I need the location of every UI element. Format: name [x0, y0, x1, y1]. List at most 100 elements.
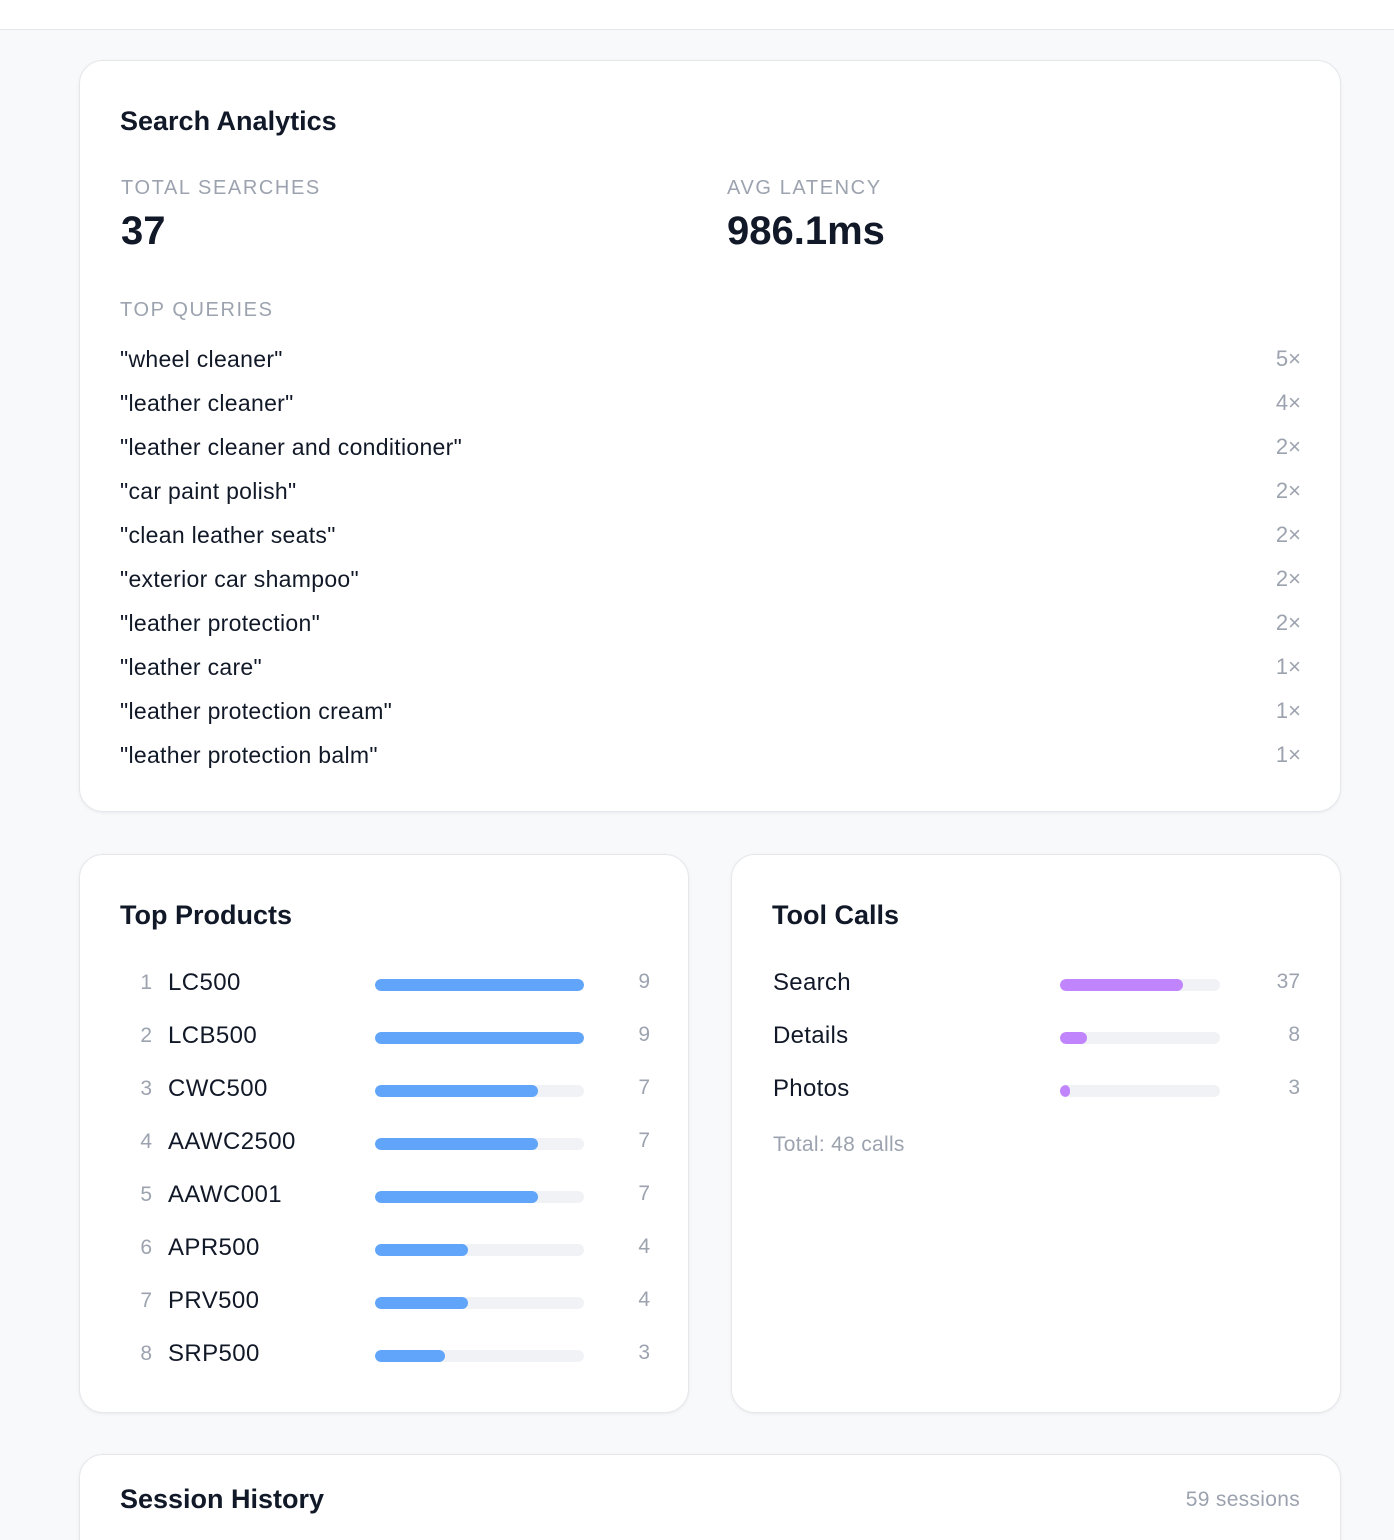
query-count: 2× [1275, 478, 1301, 503]
product-rank: 2 [140, 1024, 152, 1047]
product-rank: 1 [140, 971, 152, 994]
query-text: "leather protection balm" [120, 741, 378, 768]
product-rank: 8 [140, 1342, 152, 1365]
product-bar-track [375, 1350, 584, 1362]
query-row[interactable]: "leather care" 1× [120, 645, 1301, 689]
top-bar [0, 0, 1394, 30]
query-row[interactable]: "leather protection cream" 1× [120, 689, 1301, 733]
product-name: CWC500 [168, 1075, 268, 1102]
product-count: 9 [638, 970, 650, 993]
tool-row[interactable]: Details 8 [772, 1010, 1300, 1063]
product-count: 4 [638, 1235, 650, 1258]
product-row[interactable]: 8 SRP500 3 [120, 1328, 650, 1381]
product-bar-track [375, 1032, 584, 1044]
query-count: 1× [1275, 654, 1301, 679]
tool-calls-list: Search 37 Details 8 Photos 3 [772, 957, 1300, 1116]
product-count: 9 [638, 1023, 650, 1046]
tool-calls-total: Total: 48 calls [773, 1133, 905, 1156]
tool-bar-track [1060, 1085, 1220, 1097]
tool-row[interactable]: Search 37 [772, 957, 1300, 1010]
query-count: 4× [1275, 390, 1301, 415]
tool-bar-track [1060, 1032, 1220, 1044]
query-row[interactable]: "exterior car shampoo" 2× [120, 557, 1301, 601]
query-row[interactable]: "car paint polish" 2× [120, 469, 1301, 513]
tool-bar-track [1060, 979, 1220, 991]
session-count: 59 sessions [1185, 1488, 1300, 1511]
product-name: LC500 [168, 969, 241, 996]
query-row[interactable]: "leather protection" 2× [120, 601, 1301, 645]
product-row[interactable]: 3 CWC500 7 [120, 1063, 650, 1116]
top-queries-list: "wheel cleaner" 5× "leather cleaner" 4× "lea… [120, 337, 1301, 777]
product-count: 3 [638, 1341, 650, 1364]
tool-calls-card: Tool Calls Search 37 Details 8 Photos 3 Total… [731, 854, 1341, 1413]
tool-bar-fill [1060, 1032, 1087, 1044]
session-history-card: Session History 59 sessions [79, 1454, 1341, 1540]
tool-name: Details [773, 1022, 849, 1049]
product-name: AAWC2500 [168, 1128, 296, 1155]
product-name: LCB500 [168, 1022, 258, 1049]
tool-count: 3 [1288, 1076, 1300, 1099]
product-bar-fill [375, 1085, 538, 1097]
tool-bar-fill [1060, 979, 1184, 991]
product-rank: 3 [140, 1077, 152, 1100]
product-rank: 7 [140, 1289, 152, 1312]
query-text: "leather protection" [120, 609, 321, 636]
product-name: APR500 [168, 1234, 260, 1261]
product-row[interactable]: 6 APR500 4 [120, 1222, 650, 1275]
total-searches-label: TOTAL SEARCHES [121, 177, 321, 199]
tool-name: Search [773, 969, 851, 996]
query-count: 2× [1275, 522, 1301, 547]
top-products-list: 1 LC500 9 2 LCB500 9 3 CWC500 7 4 AAWC2500 7 5 AAWC00… [120, 957, 650, 1381]
product-rank: 6 [140, 1236, 152, 1259]
query-row[interactable]: "wheel cleaner" 5× [120, 337, 1301, 381]
product-bar-track [375, 1191, 584, 1203]
search-analytics-title: Search Analytics [120, 106, 337, 136]
product-bar-fill [375, 1297, 468, 1309]
tool-calls-title: Tool Calls [772, 900, 900, 930]
query-count: 2× [1275, 434, 1301, 459]
product-row[interactable]: 5 AAWC001 7 [120, 1169, 650, 1222]
product-row[interactable]: 1 LC500 9 [120, 957, 650, 1010]
query-row[interactable]: "leather protection balm" 1× [120, 733, 1301, 777]
query-text: "leather cleaner and conditioner" [120, 433, 463, 460]
top-queries-label: TOP QUERIES [120, 299, 274, 321]
product-row[interactable]: 7 PRV500 4 [120, 1275, 650, 1328]
product-row[interactable]: 2 LCB500 9 [120, 1010, 650, 1063]
product-bar-fill [375, 1244, 468, 1256]
product-rank: 4 [140, 1130, 152, 1153]
product-count: 7 [638, 1076, 650, 1099]
product-rank: 5 [140, 1183, 152, 1206]
product-bar-track [375, 1085, 584, 1097]
product-count: 4 [638, 1288, 650, 1311]
search-analytics-card: Search Analytics TOTAL SEARCHES 37 AVG L… [79, 60, 1341, 812]
query-count: 1× [1275, 742, 1301, 767]
tool-name: Photos [773, 1075, 850, 1102]
product-bar-fill [375, 1191, 538, 1203]
avg-latency-value: 986.1ms [727, 209, 885, 253]
tool-count: 8 [1288, 1023, 1300, 1046]
product-bar-fill [375, 1350, 445, 1362]
query-row[interactable]: "leather cleaner" 4× [120, 381, 1301, 425]
query-row[interactable]: "leather cleaner and conditioner" 2× [120, 425, 1301, 469]
query-row[interactable]: "clean leather seats" 2× [120, 513, 1301, 557]
query-count: 1× [1275, 698, 1301, 723]
tool-row[interactable]: Photos 3 [772, 1063, 1300, 1116]
product-bar-track [375, 1244, 584, 1256]
product-bar-fill [375, 1032, 584, 1044]
product-bar-fill [375, 979, 584, 991]
product-bar-track [375, 1297, 584, 1309]
product-name: PRV500 [168, 1287, 260, 1314]
query-text: "clean leather seats" [120, 521, 336, 548]
top-products-title: Top Products [120, 900, 292, 930]
product-name: SRP500 [168, 1340, 260, 1367]
product-bar-track [375, 1138, 584, 1150]
query-text: "leather cleaner" [120, 389, 294, 416]
query-text: "car paint polish" [120, 477, 297, 504]
query-count: 2× [1275, 566, 1301, 591]
top-products-card: Top Products 1 LC500 9 2 LCB500 9 3 CWC500 7 4 AAW… [79, 854, 689, 1413]
query-text: "leather care" [120, 653, 262, 680]
product-row[interactable]: 4 AAWC2500 7 [120, 1116, 650, 1169]
product-bar-track [375, 979, 584, 991]
total-searches-value: 37 [121, 209, 166, 253]
session-history-title: Session History [120, 1484, 325, 1514]
